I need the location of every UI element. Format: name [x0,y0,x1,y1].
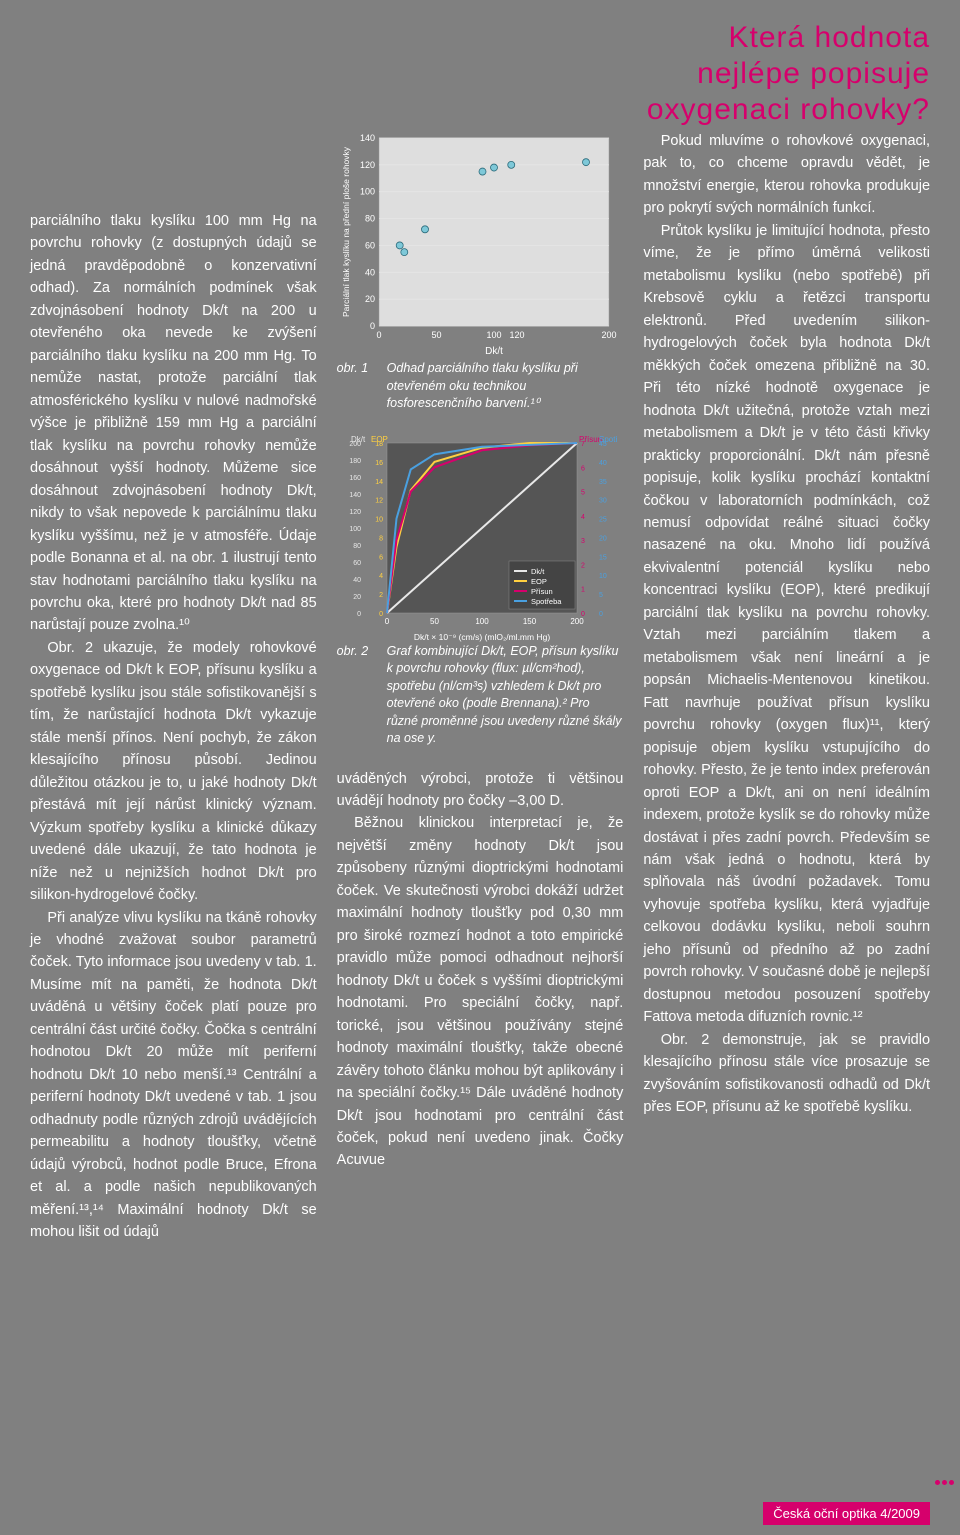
svg-text:40: 40 [353,577,361,584]
svg-text:120: 120 [349,509,361,516]
svg-text:150: 150 [522,617,536,626]
svg-text:2: 2 [379,592,383,599]
figure-1-caption: obr. 1 Odhad parciálního tlaku kyslíku p… [337,360,624,413]
svg-text:100: 100 [360,187,375,197]
body-paragraph: Při analýze vlivu kyslíku na tkáně rohov… [30,907,317,1244]
svg-text:0: 0 [379,611,383,618]
svg-text:Spotřeba: Spotřeba [599,435,617,444]
figure-caption-text: Graf kombinující Dk/t, EOP, přísun kyslí… [387,643,624,748]
column-middle: 020406080100120140050100120200Dk/tParciá… [337,130,624,1475]
svg-text:8: 8 [379,535,383,542]
svg-text:0: 0 [376,330,381,340]
mid-body-text: uváděných výrobci, protože ti většinou u… [337,768,624,1172]
svg-text:Dk/t: Dk/t [351,435,366,444]
svg-text:140: 140 [360,133,375,143]
svg-text:0: 0 [599,611,603,618]
svg-text:6: 6 [379,554,383,561]
body-paragraph: Pokud mluvíme o rohovkové oxygenaci, pak… [643,130,930,220]
svg-text:Spotřeba: Spotřeba [531,597,562,606]
svg-text:80: 80 [353,543,361,550]
svg-text:20: 20 [365,294,375,304]
column-right: Pokud mluvíme o rohovkové oxygenaci, pak… [643,130,930,1475]
svg-text:100: 100 [486,330,501,340]
body-paragraph: Obr. 2 ukazuje, že modely rohovkové oxyg… [30,637,317,907]
figure-label: obr. 2 [337,643,377,748]
svg-text:Dk/t × 10⁻⁹ (cm/s) (mlO₂/ml.mm: Dk/t × 10⁻⁹ (cm/s) (mlO₂/ml.mm Hg) [414,632,550,642]
continuation-dots-icon [935,1480,954,1485]
svg-text:80: 80 [365,214,375,224]
svg-text:5: 5 [581,489,585,496]
svg-text:120: 120 [509,330,524,340]
svg-text:5: 5 [599,592,603,599]
svg-text:6: 6 [581,465,585,472]
figure-1: 0 20 40 60 80 100 120 140 0 50 100 120 200 Dk/t Parciá… [337,130,624,360]
svg-text:40: 40 [599,459,607,466]
body-paragraph: parciálního tlaku kyslíku 100 mm Hg na p… [30,210,317,637]
body-paragraph: Průtok kyslíku je limitující hodnota, př… [643,220,930,1029]
svg-text:100: 100 [349,526,361,533]
svg-text:50: 50 [431,330,441,340]
svg-text:Dk/t: Dk/t [531,567,545,576]
body-paragraph: Obr. 2 demonstruje, jak se pravidlo kles… [643,1029,930,1119]
body-paragraph: Běžnou klinickou interpretací je, že nej… [337,812,624,1172]
svg-text:60: 60 [353,560,361,567]
svg-text:1: 1 [581,586,585,593]
svg-text:20: 20 [599,535,607,542]
svg-text:10: 10 [375,516,383,523]
svg-text:40: 40 [365,267,375,277]
svg-text:Přísun: Přísun [531,587,553,596]
figure-label: obr. 1 [337,360,377,413]
svg-text:12: 12 [375,497,383,504]
svg-text:140: 140 [349,492,361,499]
multi-line-chart: 0204060801001201401601802000246810121416… [337,433,617,643]
svg-text:20: 20 [353,594,361,601]
svg-text:30: 30 [599,497,607,504]
svg-text:0: 0 [370,321,375,331]
svg-text:160: 160 [349,475,361,482]
page-footer: Česká oční optika 4/2009 [763,1502,930,1525]
svg-text:2: 2 [581,562,585,569]
svg-text:EOP: EOP [371,435,388,444]
svg-text:50: 50 [430,617,439,626]
svg-text:180: 180 [349,458,361,465]
article-title: Která hodnota nejlépe popisuje oxygenaci… [620,20,930,128]
svg-text:10: 10 [599,573,607,580]
svg-text:14: 14 [375,478,383,485]
svg-text:0: 0 [357,611,361,618]
scatter-chart: 0 20 40 60 80 100 120 140 0 50 100 120 200 Dk/t Parciá… [337,130,617,360]
svg-text:0: 0 [384,617,389,626]
figure-2: 0204060801001201401601802000246810121416… [337,433,624,643]
svg-text:200: 200 [601,330,616,340]
svg-text:Dk/t: Dk/t [485,346,503,357]
page: Která hodnota nejlépe popisuje oxygenaci… [0,0,960,1535]
svg-text:60: 60 [365,240,375,250]
figure-2-caption: obr. 2 Graf kombinující Dk/t, EOP, přísu… [337,643,624,748]
column-layout: parciálního tlaku kyslíku 100 mm Hg na p… [30,130,930,1475]
body-paragraph: uváděných výrobci, protože ti většinou u… [337,768,624,813]
svg-text:15: 15 [599,554,607,561]
svg-text:16: 16 [375,459,383,466]
svg-text:35: 35 [599,478,607,485]
svg-text:120: 120 [360,160,375,170]
column-left: parciálního tlaku kyslíku 100 mm Hg na p… [30,130,317,1475]
svg-text:4: 4 [379,573,383,580]
svg-text:4: 4 [581,513,585,520]
svg-text:Parciální tlak kyslíku na před: Parciální tlak kyslíku na přední ploše r… [341,146,351,317]
svg-text:25: 25 [599,516,607,523]
svg-text:100: 100 [475,617,489,626]
svg-text:EOP: EOP [531,577,547,586]
svg-text:200: 200 [570,617,584,626]
figure-caption-text: Odhad parciálního tlaku kyslíku při otev… [387,360,624,413]
svg-text:3: 3 [581,538,585,545]
